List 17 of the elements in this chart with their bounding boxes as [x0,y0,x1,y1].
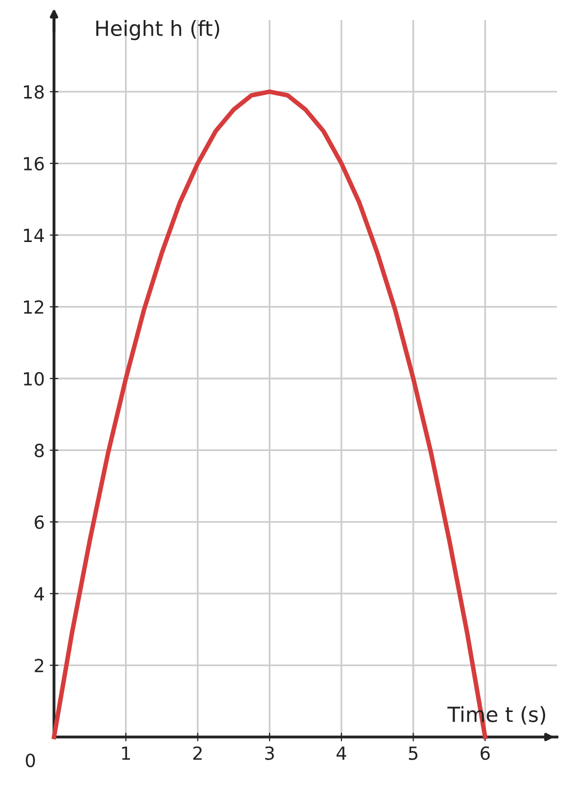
y-tick-label: 2 [34,658,44,672]
y-tick-label: 12 [24,300,44,314]
x-tick-label: 4 [336,746,346,760]
x-tick-label: 5 [408,746,418,760]
y-tick-label: 14 [24,228,44,242]
x-tick-label: 1 [122,746,130,760]
x-tick-label: 6 [480,746,490,760]
y-tick-label: 16 [24,156,44,171]
y-tick-label: 6 [34,515,44,530]
annotation: 0 [26,754,35,768]
y-axis-title: Height h (ft) [96,20,220,40]
y-tick-label: 10 [24,372,44,386]
x-tick-label: 2 [193,746,202,760]
y-tick-label: 4 [34,587,44,600]
x-tick-label: 3 [265,746,274,760]
y-tick-label: 8 [34,444,44,458]
y-tick-label: 18 [24,85,44,99]
